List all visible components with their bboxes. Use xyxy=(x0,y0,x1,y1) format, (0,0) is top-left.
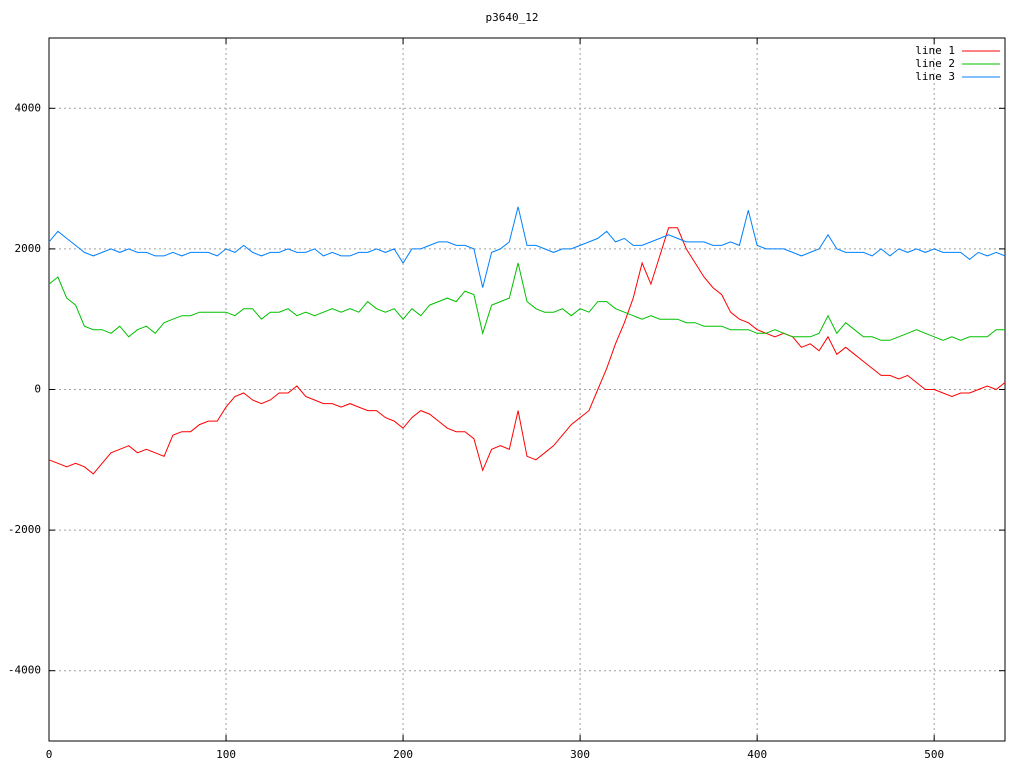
y-tick-label: -2000 xyxy=(8,523,41,536)
x-tick-label: 500 xyxy=(924,748,944,761)
chart-title: p3640_12 xyxy=(486,11,539,24)
plot-border xyxy=(48,37,1006,742)
y-tick-label: 2000 xyxy=(15,242,42,255)
y-tick-label: 0 xyxy=(34,383,41,396)
y-tick-label: 4000 xyxy=(15,101,42,114)
x-tick-label: 400 xyxy=(747,748,767,761)
data-line xyxy=(48,227,1006,475)
x-tick-label: 0 xyxy=(46,748,53,761)
data-line xyxy=(48,206,1006,288)
x-tick-label: 100 xyxy=(216,748,236,761)
legend-label: line 1 xyxy=(915,44,955,57)
data-line xyxy=(48,262,1005,341)
y-tick-label: -4000 xyxy=(8,664,41,677)
x-tick-label: 200 xyxy=(393,748,413,761)
legend-label: line 2 xyxy=(915,57,955,70)
legend-label: line 3 xyxy=(915,70,955,83)
x-tick-label: 300 xyxy=(570,748,590,761)
